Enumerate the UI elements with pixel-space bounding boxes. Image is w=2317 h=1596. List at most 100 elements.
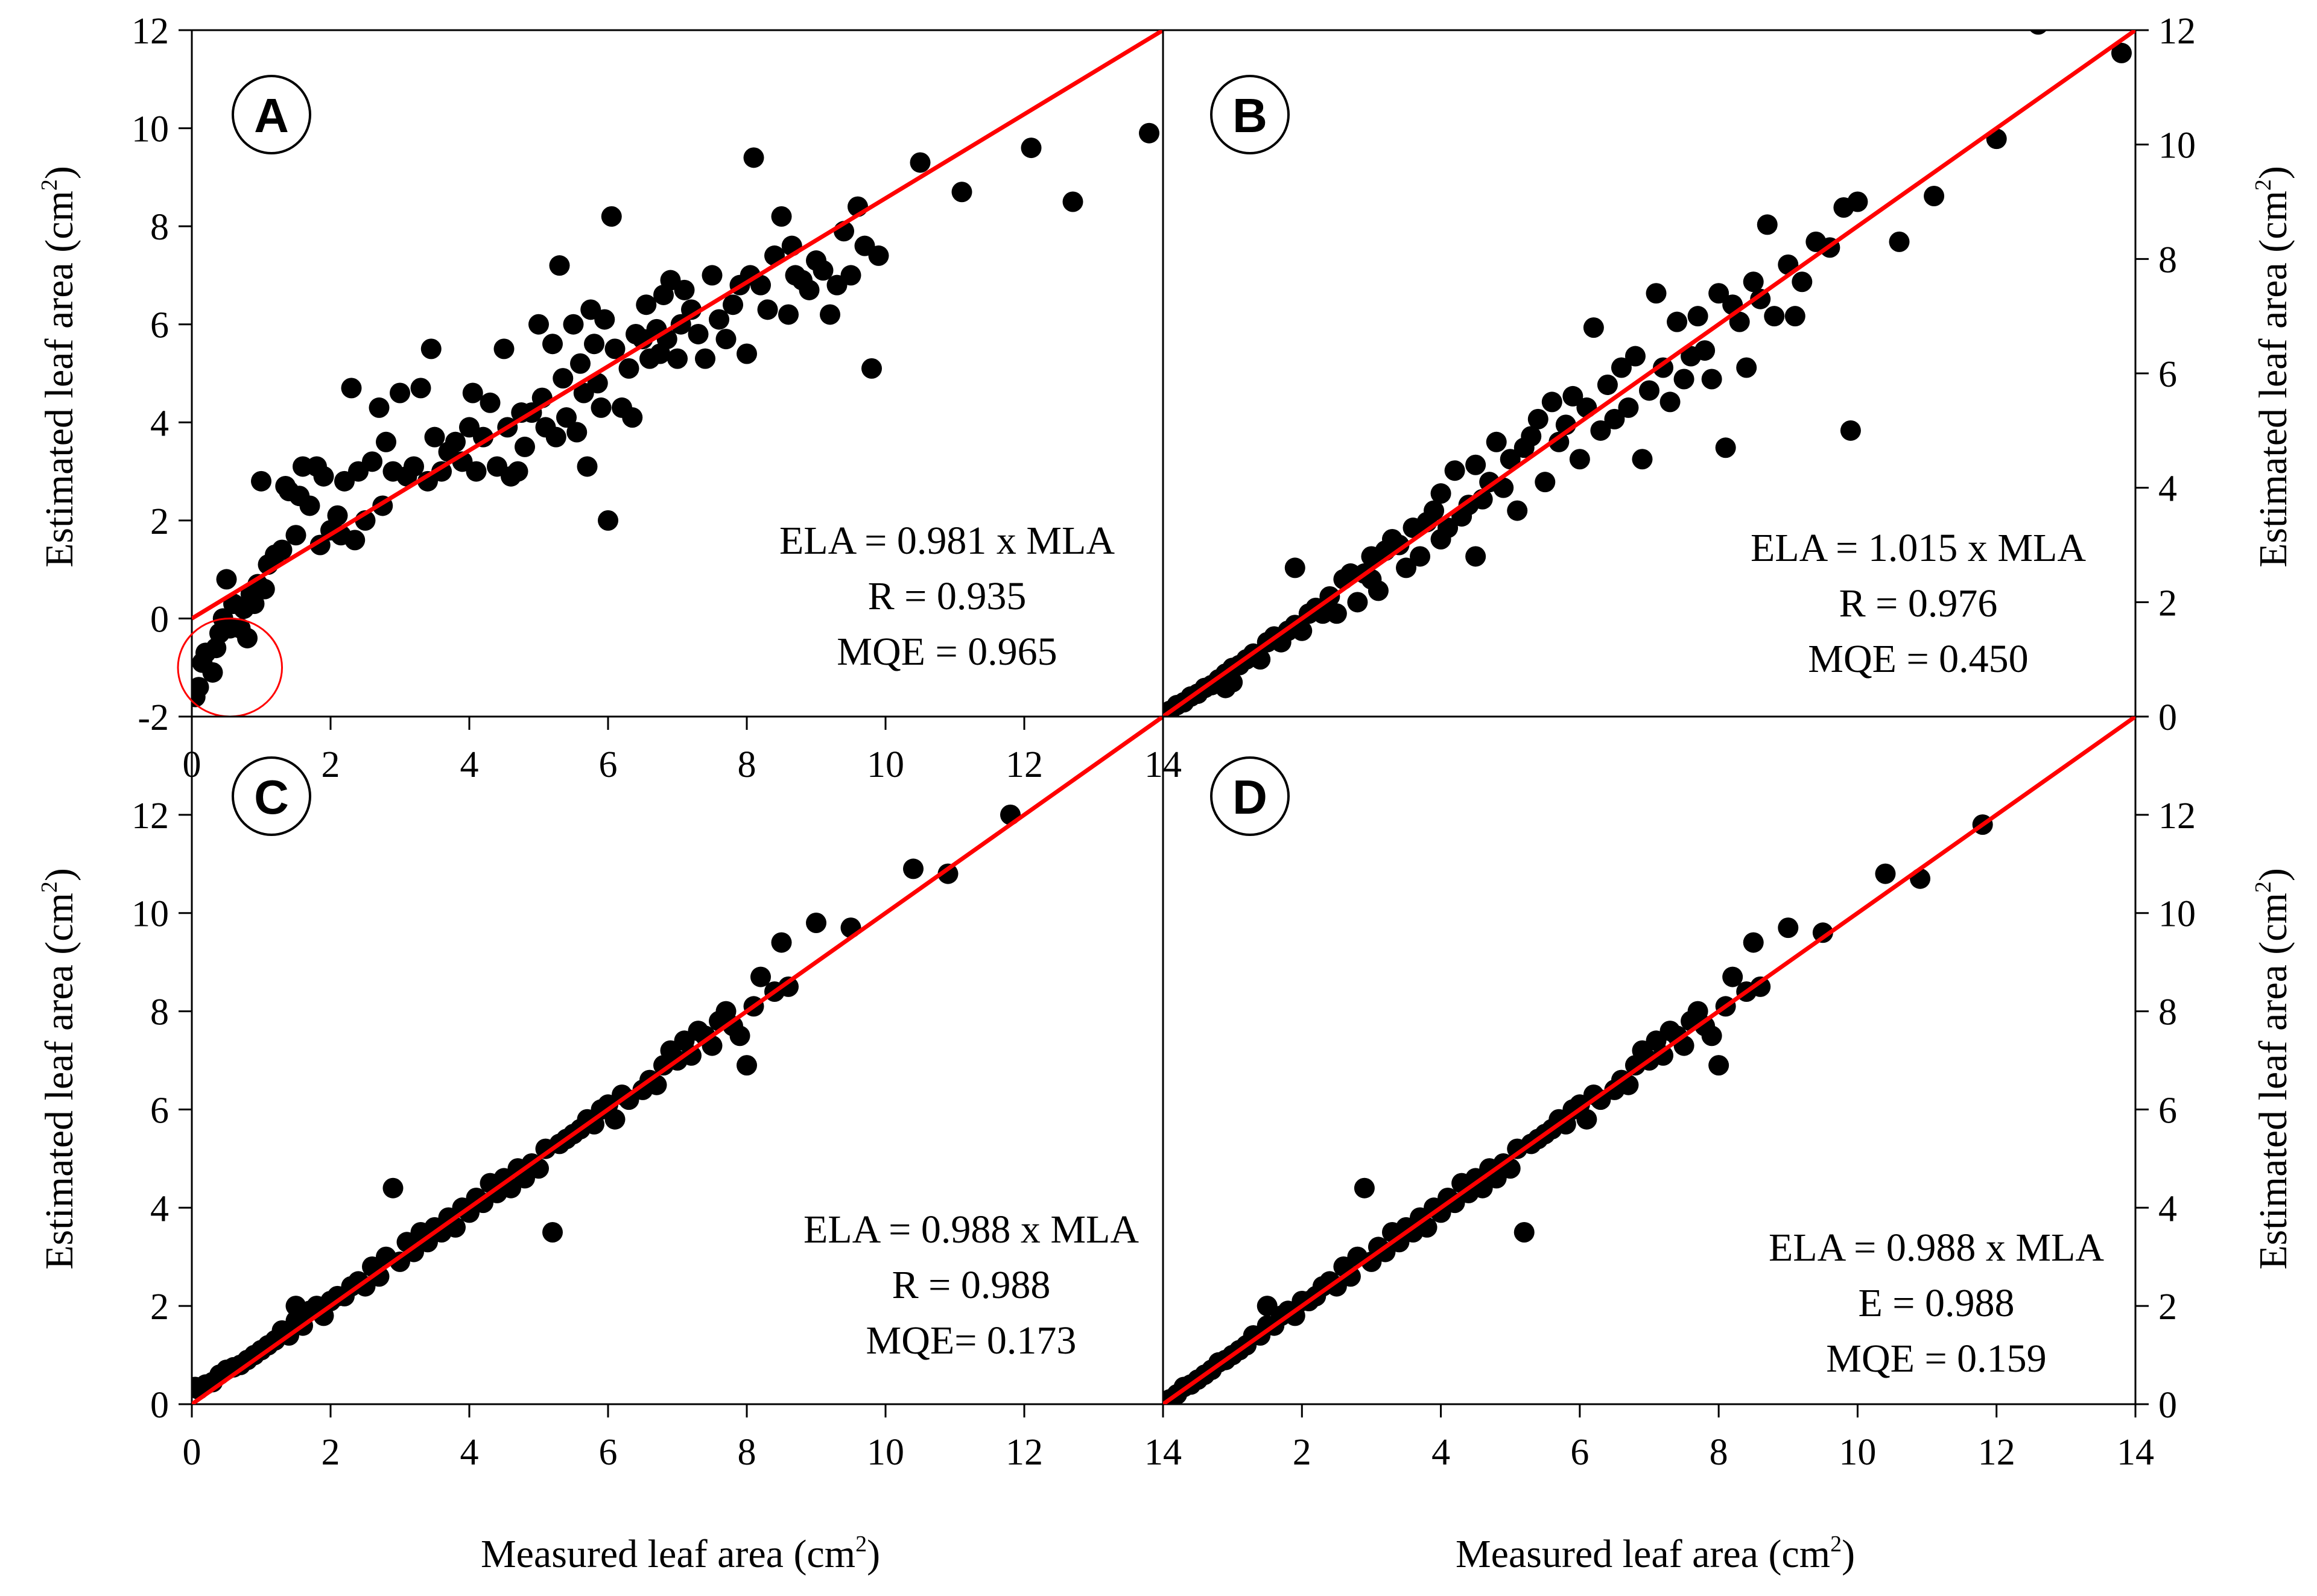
x-tick-label: 10 — [1839, 1432, 1876, 1473]
panel-letter-circle — [232, 75, 311, 154]
data-point — [1326, 603, 1347, 624]
data-point — [1784, 306, 1805, 327]
data-point — [1340, 1266, 1361, 1287]
data-point — [601, 206, 622, 227]
data-point — [480, 392, 501, 413]
data-point — [549, 255, 570, 276]
y-tick-label: -2 — [138, 697, 169, 738]
data-point — [1597, 374, 1618, 395]
y-tick-label: 12 — [2158, 11, 2196, 52]
data-point — [1424, 500, 1445, 521]
data-point — [202, 662, 223, 683]
y-tick-label: 6 — [2158, 1090, 2177, 1131]
data-point — [237, 627, 258, 648]
data-point — [702, 265, 723, 286]
data-point — [493, 338, 515, 359]
annotation-line: ELA = 0.988 x MLA — [804, 1208, 1139, 1252]
data-point — [1812, 922, 1833, 943]
data-point — [1701, 369, 1722, 390]
axis-titles: Measured leaf area (cm2) Measured leaf a… — [37, 166, 2295, 1576]
data-point — [771, 206, 792, 227]
data-point — [1924, 186, 1945, 207]
data-point — [1368, 580, 1389, 601]
x-tick-label: 10 — [867, 1432, 904, 1473]
y-tick-label: 0 — [150, 599, 169, 640]
data-point — [1673, 369, 1694, 390]
data-point — [1694, 340, 1716, 361]
x-tick-label: 2 — [1293, 1432, 1311, 1473]
x-tick-label: 6 — [599, 1432, 618, 1473]
data-point — [1590, 420, 1611, 441]
annotation-line: MQE = 0.159 — [1826, 1337, 2046, 1381]
x-tick-label: 12 — [1006, 744, 1043, 785]
fit-line — [1163, 30, 2135, 717]
data-point — [271, 539, 293, 560]
x-tick-label: 2 — [322, 744, 340, 785]
data-point — [1764, 306, 1785, 327]
x-tick-label: 4 — [460, 744, 479, 785]
data-point — [1583, 317, 1604, 338]
data-point — [244, 594, 265, 615]
panel-d: 0 2 4 6 8 10 12 14 2 4 6 8 10 12 14 ELA = 0.988 x MLA E … — [1144, 715, 2196, 1473]
x-tick-label: 8 — [1710, 1432, 1728, 1473]
data-point — [737, 1055, 757, 1076]
data-point — [1562, 385, 1583, 407]
data-point — [750, 274, 771, 296]
panel-letter: D — [1232, 770, 1267, 824]
data-point — [466, 461, 487, 482]
data-point — [636, 294, 657, 315]
data-point — [1139, 122, 1159, 144]
panel-letter-circle — [1210, 756, 1290, 836]
data-point — [1667, 311, 1688, 332]
data-point — [861, 358, 882, 379]
data-point — [1618, 397, 1639, 418]
data-point — [1729, 311, 1750, 332]
data-point — [285, 525, 306, 546]
y-tick-label: 10 — [2158, 894, 2196, 935]
data-point — [709, 309, 729, 330]
data-point — [542, 334, 563, 355]
data-point — [1513, 1222, 1535, 1243]
data-point — [778, 976, 799, 997]
data-point — [556, 407, 577, 428]
data-point — [1486, 431, 1507, 452]
data-point — [344, 530, 366, 551]
data-point — [1875, 863, 1896, 884]
data-point — [1062, 191, 1083, 212]
panel-letter: A — [254, 89, 289, 142]
annotation-line: R = 0.935 — [868, 574, 1027, 618]
data-point — [1736, 357, 1757, 378]
data-point — [1354, 1177, 1375, 1199]
y-tick-label: 6 — [150, 1090, 169, 1131]
data-point — [604, 1109, 626, 1130]
data-point — [1021, 138, 1042, 159]
data-point — [1715, 437, 1736, 458]
data-point — [1430, 483, 1451, 504]
data-point — [382, 1177, 404, 1199]
data-point — [1389, 534, 1410, 556]
data-points — [192, 804, 1021, 1400]
x-axis-title-left: Measured leaf area (cm2) — [481, 1531, 880, 1576]
y-tick-label: 12 — [132, 796, 169, 837]
data-point — [473, 426, 493, 448]
data-point — [254, 578, 275, 600]
data-point — [376, 431, 396, 452]
y-tick-label: 10 — [132, 109, 169, 150]
data-point — [341, 378, 362, 399]
data-point — [1639, 380, 1659, 401]
data-point — [369, 397, 390, 418]
y-tick-label: 0 — [150, 1385, 169, 1426]
data-point — [390, 382, 410, 404]
data-point — [750, 966, 771, 987]
y-tick-label: 4 — [2158, 1188, 2177, 1229]
data-point — [1527, 408, 1548, 429]
data-point — [545, 426, 566, 448]
data-point — [362, 451, 382, 472]
panel-letter: C — [254, 770, 289, 824]
data-point — [1708, 1055, 1729, 1076]
data-point — [1611, 357, 1632, 378]
x-tick-label: 2 — [322, 1432, 340, 1473]
annotation-line: E = 0.988 — [1858, 1281, 2014, 1325]
